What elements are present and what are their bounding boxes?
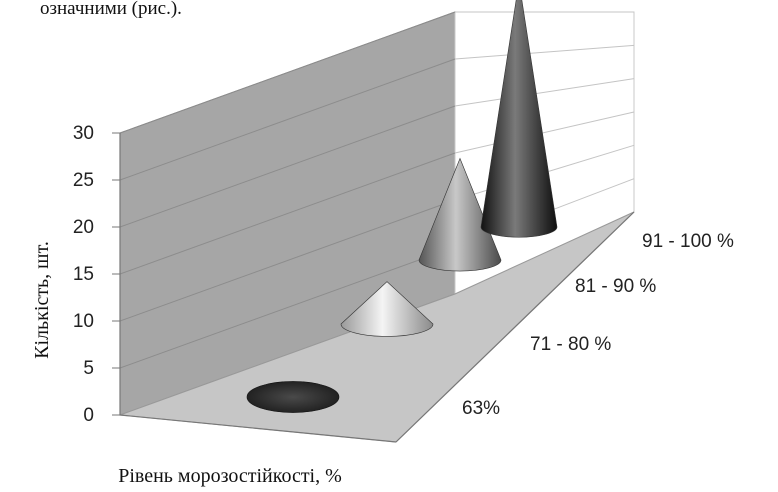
- cone-1: [340, 281, 434, 337]
- x-tick-label: 71 - 80 %: [530, 334, 611, 355]
- y-tick-label: 20: [73, 217, 94, 238]
- cone-2: [418, 157, 502, 272]
- gridline-back: [454, 111, 635, 154]
- x-tick-label: 63%: [462, 398, 500, 419]
- x-axis-title: Рівень морозостійкості, %: [118, 465, 342, 487]
- caption-fragment: означними (рис.).: [40, 0, 182, 19]
- y-tick-label: 25: [73, 170, 94, 191]
- x-axis: [119, 211, 635, 443]
- gridline-back: [454, 78, 635, 107]
- y-tick-label: 5: [83, 358, 94, 379]
- cone-3: [480, 0, 558, 238]
- x-tick-label: 81 - 90 %: [575, 276, 656, 297]
- y-tick-label: 10: [73, 311, 94, 332]
- gridline-left: [119, 152, 456, 275]
- gridline-left: [119, 246, 456, 369]
- y-tick-label: 0: [83, 405, 94, 426]
- x-tick-label: 91 - 100 %: [642, 231, 734, 252]
- gridline-back: [454, 44, 635, 60]
- gridline-left: [119, 58, 456, 181]
- cone-0: [246, 381, 340, 413]
- gridline-left: [119, 11, 456, 134]
- gridline-left: [119, 199, 456, 322]
- y-axis-title: Кількість, шт.: [31, 241, 53, 359]
- y-tick-label: 30: [73, 123, 94, 144]
- y-tick-label: 15: [73, 264, 94, 285]
- gridline-left: [119, 105, 456, 228]
